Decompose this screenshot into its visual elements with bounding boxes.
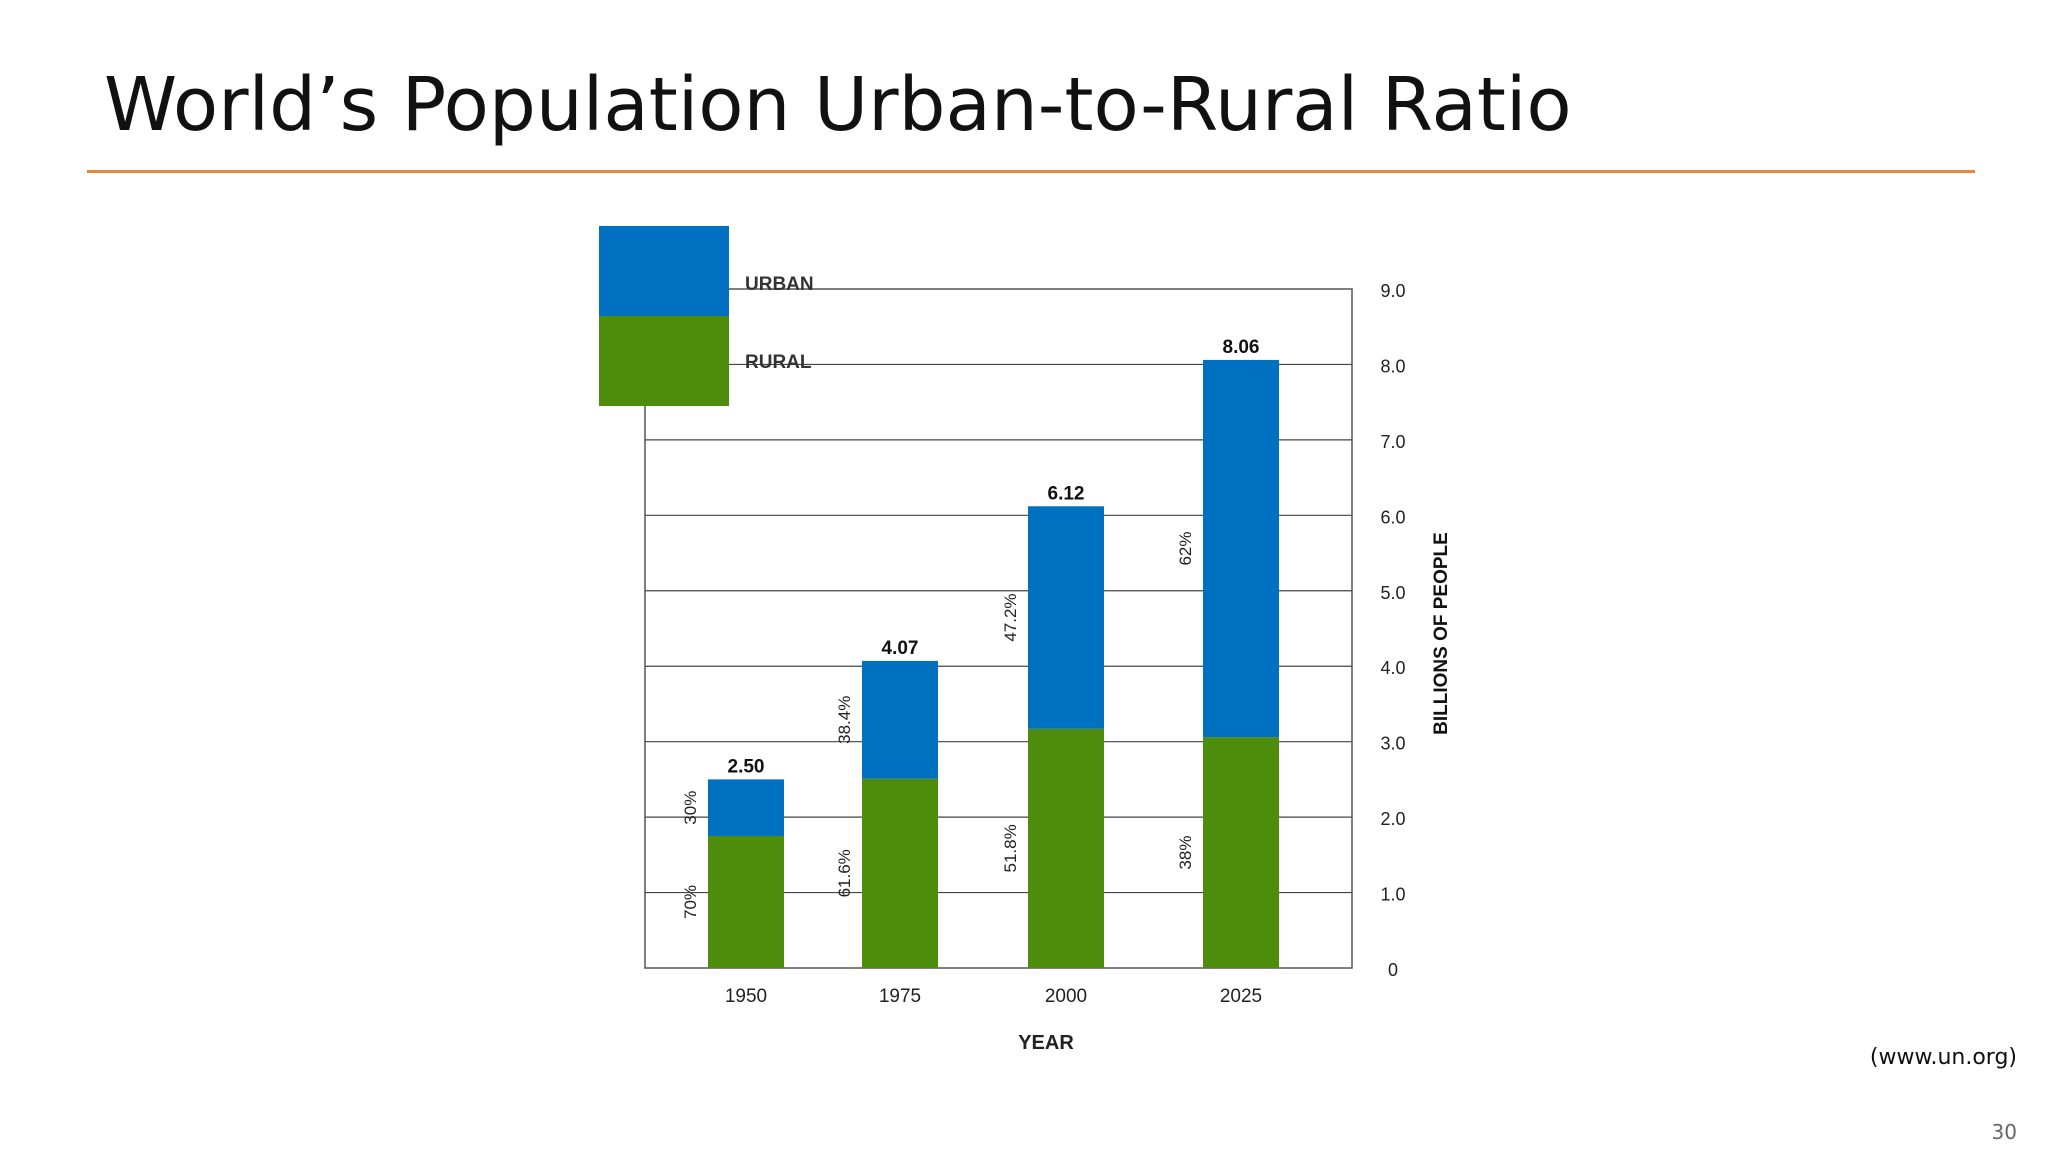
plot-frame <box>644 288 1353 969</box>
legend-swatch-rural <box>599 316 729 406</box>
y-tick-label: 4.0 <box>1380 658 1405 678</box>
urban-percent-label-1950: 30% <box>681 791 700 825</box>
urban-percent-label-1975: 38.4% <box>835 696 854 744</box>
bar-urban-1950 <box>708 779 784 836</box>
bar-rural-1975 <box>862 778 938 968</box>
bar-rural-1950 <box>708 835 784 968</box>
y-tick-label: 9.0 <box>1380 281 1405 301</box>
rural-percent-label-1975: 61.6% <box>835 849 854 897</box>
x-tick-label-1950: 1950 <box>725 986 767 1007</box>
y-tick-label: 8.0 <box>1380 356 1405 376</box>
y-tick-label: 0 <box>1388 960 1398 980</box>
rural-percent-label-2025: 38% <box>1176 836 1195 870</box>
x-axis-label: YEAR <box>1018 1032 1074 1054</box>
y-axis-label: BILLIONS OF PEOPLE <box>1431 532 1452 735</box>
y-tick-label: 2.0 <box>1380 809 1405 829</box>
total-label-2000: 6.12 <box>1048 483 1085 504</box>
bar-urban-1975 <box>862 660 938 779</box>
y-tick-label: 5.0 <box>1380 583 1405 603</box>
bar-rural-2000 <box>1028 728 1104 968</box>
urban-percent-label-2000: 47.2% <box>1001 593 1020 641</box>
slide-title: World’s Population Urban-to-Rural Ratio <box>104 62 1572 148</box>
title-divider <box>87 170 1975 173</box>
legend-label-urban: URBAN <box>745 274 814 295</box>
x-tick-label-2000: 2000 <box>1045 986 1087 1007</box>
bar-urban-2025 <box>1203 359 1279 738</box>
rural-percent-label-2000: 51.8% <box>1001 824 1020 872</box>
y-tick-label: 3.0 <box>1380 734 1405 754</box>
legend-swatch-urban <box>599 226 729 316</box>
total-label-1975: 4.07 <box>882 638 919 659</box>
y-tick-label: 7.0 <box>1380 432 1405 452</box>
legend-label-rural: RURAL <box>745 352 812 373</box>
rural-percent-label-1950: 70% <box>681 885 700 919</box>
slide-number: 30 <box>1991 1120 2017 1144</box>
x-tick-label-2025: 2025 <box>1220 986 1262 1007</box>
total-label-1950: 2.50 <box>728 756 765 777</box>
total-label-2025: 8.06 <box>1223 337 1260 358</box>
urban-percent-label-2025: 62% <box>1176 532 1195 566</box>
bar-urban-2000 <box>1028 506 1104 729</box>
bar-rural-2025 <box>1203 737 1279 968</box>
source-note: (www.un.org) <box>1869 1045 2017 1070</box>
y-tick-label: 6.0 <box>1380 507 1405 527</box>
y-tick-label: 1.0 <box>1380 885 1405 905</box>
x-tick-label-1975: 1975 <box>879 986 921 1007</box>
